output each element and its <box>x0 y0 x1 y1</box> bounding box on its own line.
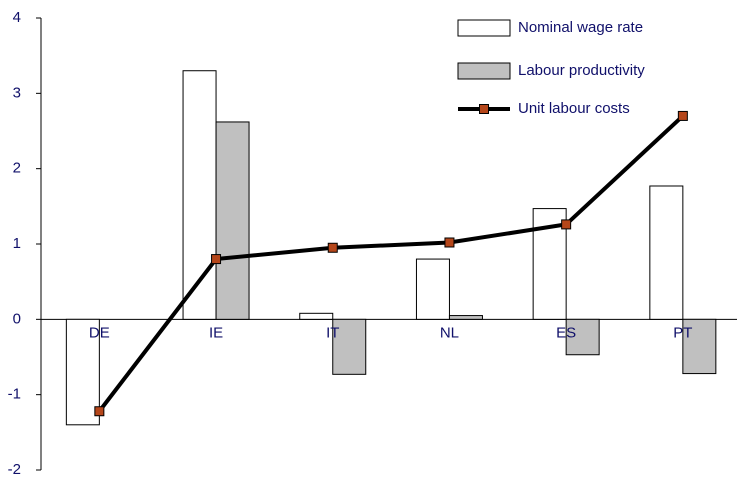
x-tick-label: IT <box>326 324 339 341</box>
marker <box>327 242 338 253</box>
legend-swatch <box>457 62 511 80</box>
line <box>97 114 685 413</box>
bar <box>182 70 217 320</box>
legend-label: Unit labour costs <box>518 100 630 117</box>
bar <box>565 318 600 356</box>
marker <box>444 237 455 248</box>
x-tick-label: NL <box>440 324 459 341</box>
y-tick-label: 0 <box>13 310 21 327</box>
marker <box>211 254 222 265</box>
bar <box>65 318 100 426</box>
marker <box>94 406 105 417</box>
bar <box>448 315 483 320</box>
x-tick-label: PT <box>673 324 692 341</box>
x-tick-label: IE <box>209 324 223 341</box>
y-tick-label: 1 <box>13 235 21 252</box>
legend-label: Nominal wage rate <box>518 19 643 36</box>
x-tick-label: DE <box>89 324 110 341</box>
bar <box>215 121 250 320</box>
y-tick-label: -1 <box>8 386 21 403</box>
legend-swatch <box>457 19 511 37</box>
bar <box>332 318 367 375</box>
y-tick-label: 2 <box>13 160 21 177</box>
marker <box>677 110 688 121</box>
x-tick-label: ES <box>556 324 576 341</box>
y-tick-label: 4 <box>13 9 21 26</box>
y-tick-label: 3 <box>13 84 21 101</box>
marker <box>561 219 572 230</box>
bar <box>415 258 450 320</box>
y-tick-label: -2 <box>8 461 21 478</box>
legend-marker <box>479 104 489 114</box>
bar <box>649 185 684 320</box>
legend-label: Labour productivity <box>518 62 645 79</box>
bar <box>682 318 717 375</box>
bar <box>299 312 334 320</box>
